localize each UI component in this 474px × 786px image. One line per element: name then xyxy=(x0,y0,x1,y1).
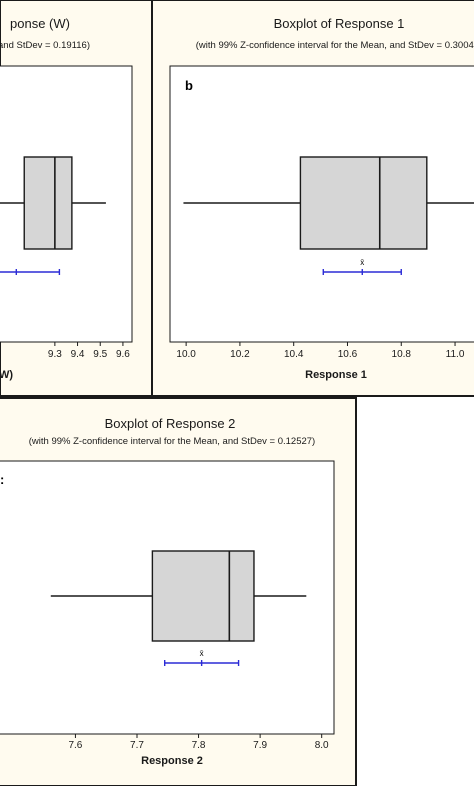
panel-1-tick-label: 9.5 xyxy=(93,349,107,360)
panel-2-subtitle: (with 99% Z-confidence interval for the … xyxy=(196,40,474,51)
panel-2-title: Boxplot of Response 1 xyxy=(274,16,405,31)
panel-2-confidence-interval: x̄ xyxy=(322,258,402,275)
panel-2-x-axis: 10.0 10.2 10.4 10.6 10.8 11.0 xyxy=(176,342,465,360)
panel-1-x-axis-label: W) xyxy=(0,369,13,381)
panel-2-tick-label: 10.0 xyxy=(176,349,196,360)
panel-2-x-axis-label: Response 1 xyxy=(305,369,367,381)
panel-3-box xyxy=(50,550,307,642)
panel-2-tick-label: 11.0 xyxy=(446,349,465,360)
panel-2-tick-label: 10.2 xyxy=(230,349,250,360)
panel-1-subtitle: and StDev = 0.19116) xyxy=(0,40,90,51)
panel-2-mean-symbol: x̄ xyxy=(360,258,364,267)
panel-3-subtitle: (with 99% Z-confidence interval for the … xyxy=(29,436,315,447)
panel-3-tick-label: 8.0 xyxy=(315,740,329,751)
panel-1-tick-label: 9.3 xyxy=(48,349,62,360)
panel-3-label: : xyxy=(0,472,4,487)
panel-3-tick-label: 7.8 xyxy=(192,740,206,751)
panel-1-x-axis: 9.3 9.4 9.5 9.6 xyxy=(48,342,130,360)
panel-2-label: b xyxy=(185,78,193,93)
panel-1-tick-label: 9.6 xyxy=(116,349,130,360)
panel-3-x-axis: 7.6 7.7 7.8 7.9 8.0 xyxy=(68,734,329,751)
panel-3-confidence-interval: x̄ xyxy=(163,649,240,666)
panel-2-box xyxy=(183,156,474,250)
panel-1-box xyxy=(0,156,106,250)
panel-3-mean-symbol: x̄ xyxy=(200,649,204,658)
panel-1-confidence-interval xyxy=(0,269,61,275)
panel-3-interquartile-box xyxy=(151,550,255,642)
panel-2-tick-label: 10.4 xyxy=(284,349,304,360)
panel-3-title: Boxplot of Response 2 xyxy=(105,416,236,431)
panel-3-tick-label: 7.9 xyxy=(253,740,267,751)
panel-1-title: ponse (W) xyxy=(10,16,70,31)
panel-3-x-axis-label: Response 2 xyxy=(141,755,203,767)
panel-2-tick-label: 10.8 xyxy=(392,349,412,360)
panel-1-interquartile-box xyxy=(23,156,73,250)
panel-1-tick-label: 9.4 xyxy=(71,349,85,360)
panel-2-interquartile-box xyxy=(299,156,428,250)
panel-3-tick-label: 7.7 xyxy=(130,740,144,751)
panel-2-tick-label: 10.6 xyxy=(338,349,358,360)
panel-3-tick-label: 7.6 xyxy=(68,740,82,751)
